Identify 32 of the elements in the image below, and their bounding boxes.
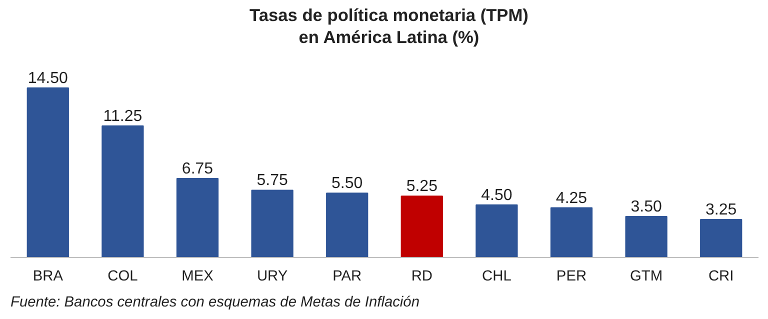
chart-title: Tasas de política monetaria (TPM) en América Latina (%) — [250, 5, 528, 48]
x-tick-label: CRI — [708, 268, 734, 284]
data-label: 6.75 — [182, 160, 214, 178]
bar — [251, 190, 294, 258]
x-tick-label: MEX — [182, 268, 214, 284]
bar — [102, 125, 144, 258]
data-label: 4.50 — [481, 186, 512, 204]
data-label: 3.25 — [706, 201, 737, 218]
bar — [625, 216, 668, 258]
x-tick-label: GTM — [630, 268, 663, 284]
bar — [26, 87, 69, 258]
x-tick-label: URY — [256, 268, 288, 284]
data-label: 4.25 — [556, 190, 588, 207]
bar — [326, 192, 368, 258]
x-tick-label: COL — [108, 268, 138, 284]
bar — [400, 196, 443, 258]
x-tick-label: PAR — [332, 268, 362, 284]
data-label: 3.50 — [630, 198, 662, 216]
bar — [476, 204, 518, 258]
source-note: Fuente: Bancos centrales con esquemas de Metas de Inflación — [10, 294, 420, 310]
bar — [550, 207, 593, 258]
data-label: 11.25 — [103, 108, 142, 125]
data-label: 5.25 — [406, 178, 438, 196]
data-label: 5.75 — [256, 172, 288, 190]
x-tick-label: RD — [411, 268, 432, 284]
x-tick-label: CHL — [482, 268, 512, 284]
data-label: 5.50 — [332, 175, 363, 192]
x-tick-label: PER — [556, 268, 587, 284]
bar — [176, 178, 219, 258]
bar — [700, 218, 742, 258]
x-tick-label: BRA — [32, 268, 64, 284]
data-label: 14.50 — [28, 70, 68, 87]
